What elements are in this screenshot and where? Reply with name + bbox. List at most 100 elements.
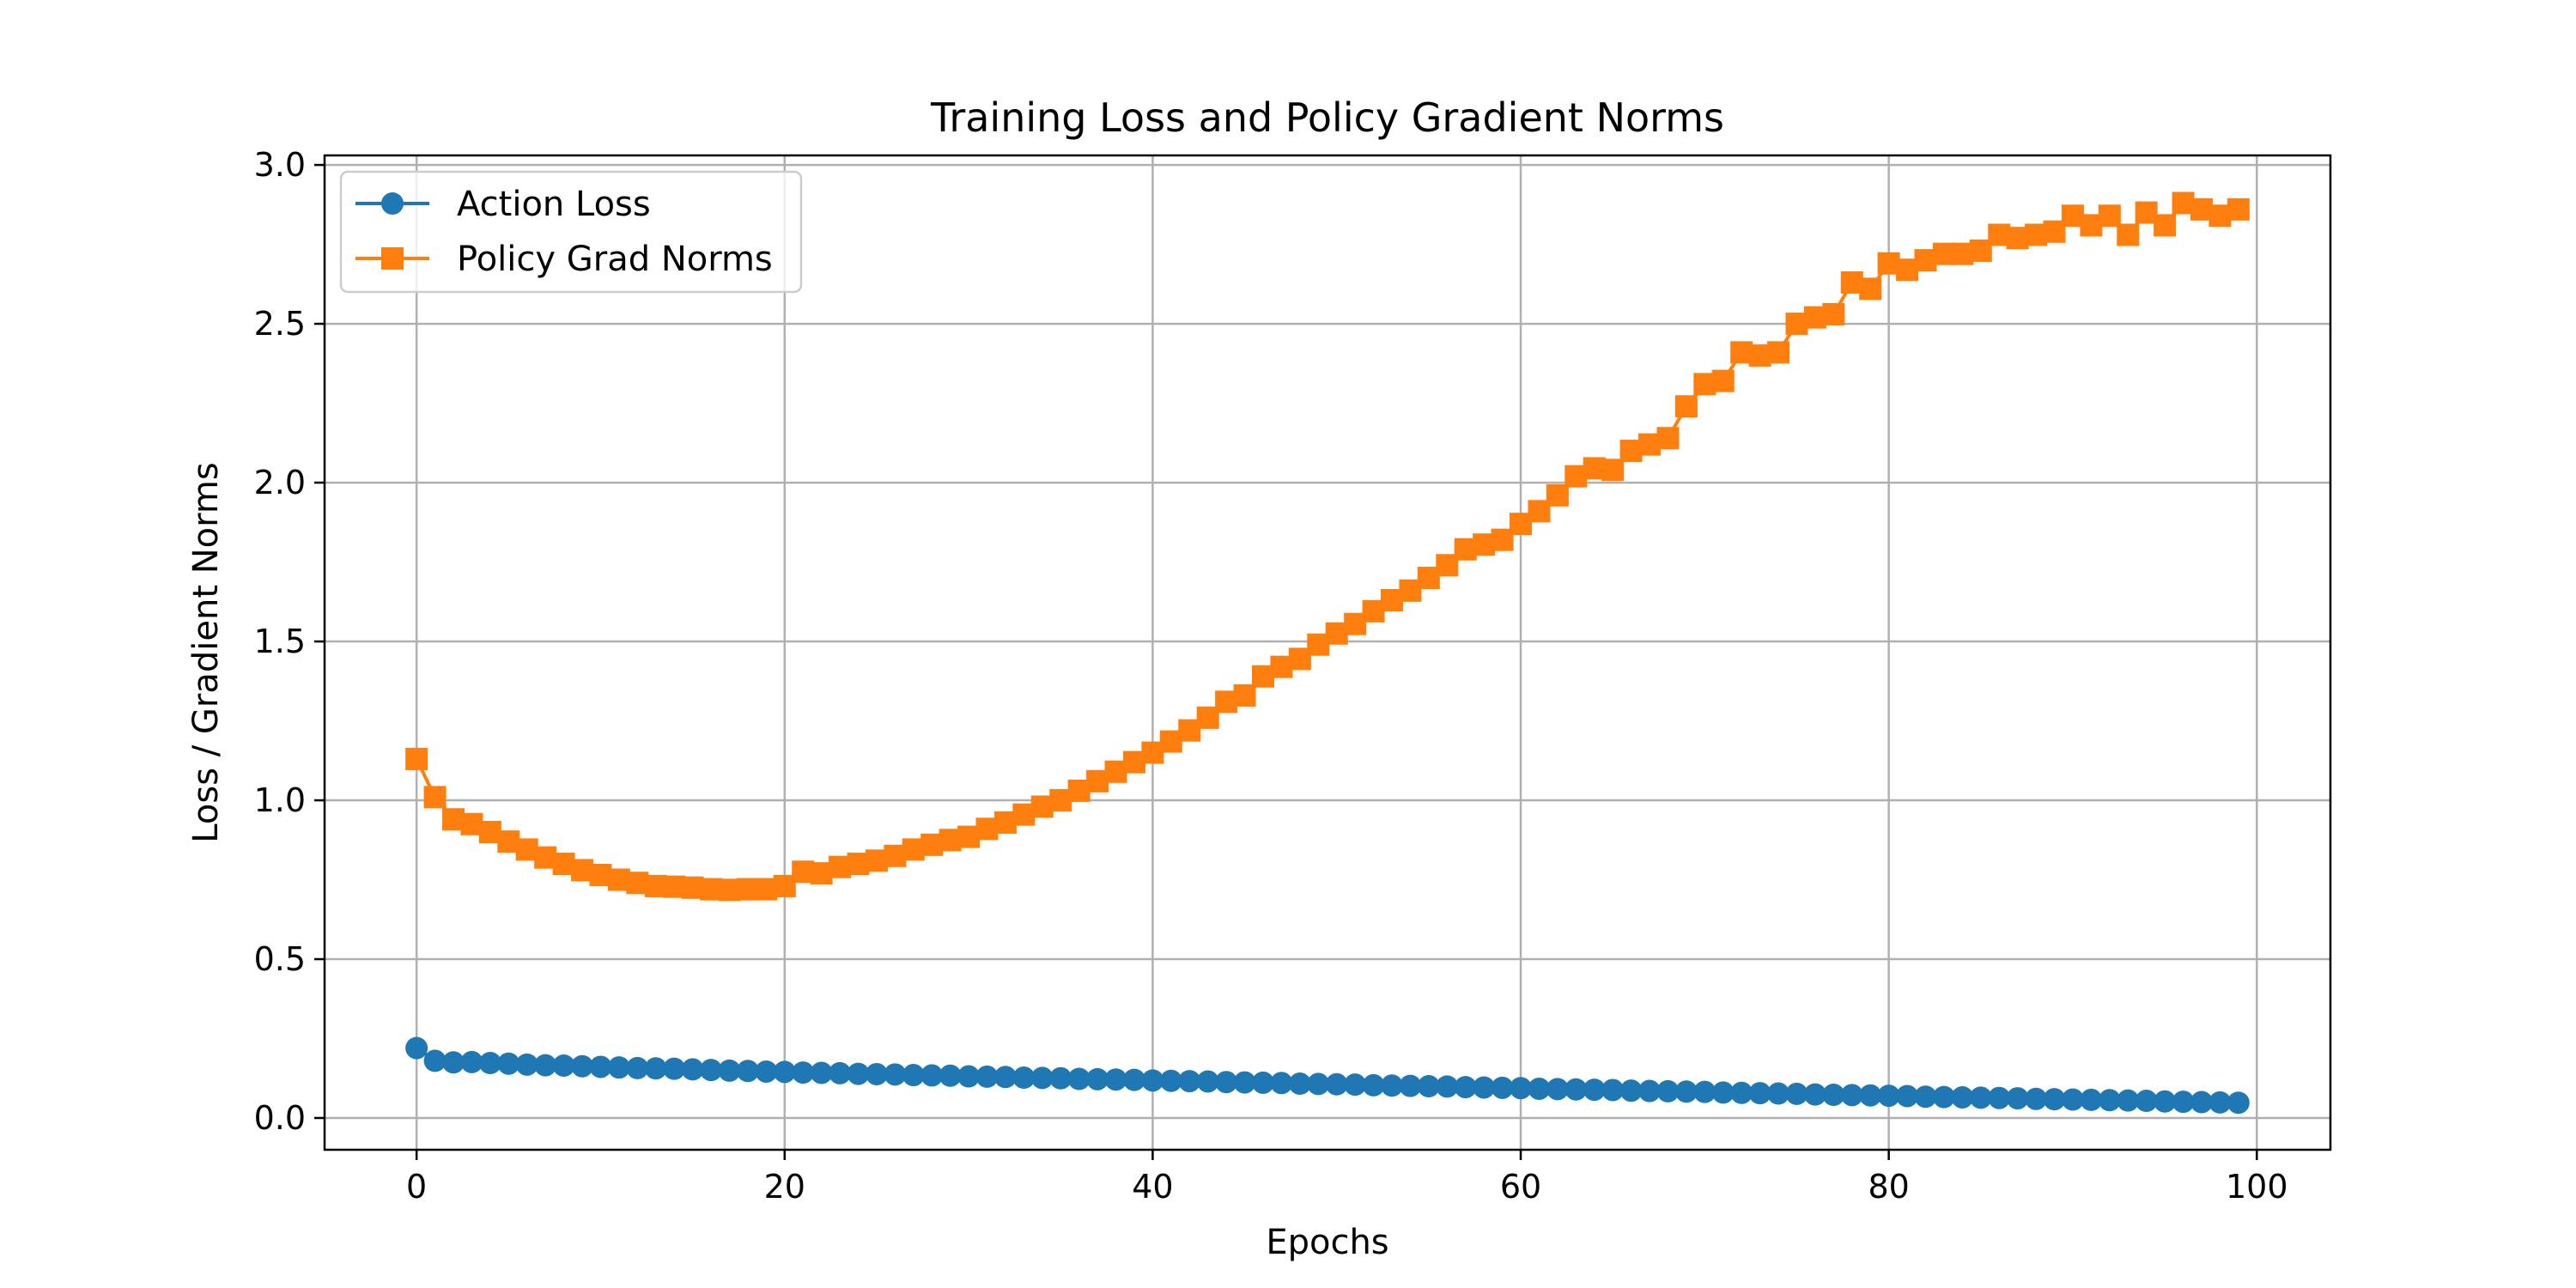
data-point <box>1399 1074 1422 1097</box>
data-point <box>1178 1070 1201 1093</box>
data-point <box>534 1054 557 1077</box>
data-point <box>1583 1078 1606 1102</box>
series-action-loss <box>405 1036 2250 1115</box>
data-point <box>2172 1091 2195 1114</box>
data-point <box>1969 1086 1992 1109</box>
data-point <box>1638 1079 1662 1103</box>
data-point <box>1803 1083 1826 1106</box>
data-point <box>884 1063 907 1086</box>
data-point <box>1859 1084 1882 1107</box>
data-point <box>1196 1070 1219 1093</box>
data-point <box>2154 214 2177 237</box>
data-point <box>1656 427 1680 450</box>
series-layer <box>405 191 2250 1115</box>
chart-title: Training Loss and Policy Gradient Norms <box>930 94 1724 141</box>
data-point <box>1674 395 1698 418</box>
data-point <box>1141 1069 1164 1092</box>
series-policy-grad-norms <box>405 191 2250 902</box>
data-point <box>1546 1078 1569 1101</box>
data-point <box>810 1061 833 1084</box>
data-point <box>939 1064 962 1087</box>
y-tick-label: 3.0 <box>254 146 306 184</box>
data-point <box>1711 369 1735 392</box>
data-point <box>1086 1067 1109 1091</box>
data-point <box>405 1036 428 1060</box>
data-point <box>1896 1084 1919 1108</box>
data-point <box>1215 1071 1238 1094</box>
y-tick-label: 2.0 <box>254 464 306 501</box>
data-point <box>718 1059 741 1082</box>
data-point <box>2117 1089 2140 1112</box>
data-point <box>1325 1072 1348 1096</box>
data-point <box>478 1051 501 1074</box>
data-point <box>829 1061 852 1084</box>
x-tick-label: 20 <box>764 1168 805 1206</box>
plot-frame <box>323 154 2332 1151</box>
data-point <box>1932 1085 1955 1109</box>
data-point <box>663 1057 686 1080</box>
data-point <box>1491 1076 1514 1099</box>
x-tick-label: 80 <box>1868 1168 1909 1206</box>
data-point <box>1528 1077 1551 1100</box>
data-point <box>405 747 428 770</box>
data-point <box>755 1060 778 1083</box>
data-point <box>1693 1080 1716 1103</box>
data-point <box>460 1050 483 1073</box>
data-point <box>423 1049 447 1072</box>
data-point <box>1859 277 1882 301</box>
data-point <box>1473 1076 1496 1099</box>
legend-label-action-loss: Action Loss <box>457 185 651 224</box>
legend-box <box>339 170 803 294</box>
data-point <box>2117 223 2140 246</box>
data-point <box>1877 1084 1900 1108</box>
x-tick-label: 60 <box>1500 1168 1541 1206</box>
data-point <box>497 1052 520 1075</box>
data-point <box>1417 1075 1440 1098</box>
data-point <box>442 1051 465 1074</box>
data-point <box>1159 1069 1182 1092</box>
data-point <box>1067 1067 1091 1091</box>
data-point <box>902 1064 925 1087</box>
data-point <box>1601 459 1625 482</box>
data-point <box>2208 1091 2232 1114</box>
legend: Action Loss Policy Grad Norms <box>339 170 803 294</box>
y-tick-label: 1.5 <box>254 623 306 660</box>
data-point <box>681 1058 704 1081</box>
data-point <box>1988 1086 2011 1109</box>
x-axis-label: Epochs <box>1266 1223 1388 1262</box>
data-point <box>792 1061 815 1084</box>
data-point <box>975 1065 999 1088</box>
data-point <box>2098 204 2121 228</box>
data-point <box>1674 1080 1698 1103</box>
data-point <box>1344 1073 1367 1097</box>
x-tick-label: 100 <box>2226 1168 2288 1206</box>
y-axis-label: Loss / Gradient Norms <box>186 462 226 842</box>
data-point <box>1270 1072 1293 1095</box>
data-point <box>1785 1082 1808 1105</box>
data-point <box>1546 483 1569 507</box>
data-point <box>1436 1075 1459 1098</box>
data-point <box>2080 1088 2103 1111</box>
data-point <box>736 1060 759 1083</box>
data-point <box>1822 1083 1845 1106</box>
data-point <box>589 1055 612 1078</box>
data-point <box>1012 1066 1036 1090</box>
data-point <box>1362 1073 1385 1097</box>
data-point <box>957 1065 981 1088</box>
data-point <box>1564 1078 1588 1101</box>
data-point <box>1601 1078 1625 1102</box>
data-point <box>1381 1074 1404 1097</box>
y-tick-label: 0.0 <box>254 1099 306 1137</box>
data-point <box>865 1062 888 1085</box>
x-tick-label: 0 <box>406 1168 427 1206</box>
y-tick-label: 2.5 <box>254 305 306 343</box>
data-point <box>2227 1091 2250 1115</box>
data-point <box>2098 1089 2121 1112</box>
data-point <box>626 1056 649 1079</box>
data-point <box>1619 1079 1643 1103</box>
data-point <box>1288 1072 1311 1096</box>
data-point <box>1748 1082 1771 1105</box>
data-point <box>847 1062 870 1085</box>
data-point <box>920 1064 944 1087</box>
data-point <box>1656 1079 1680 1103</box>
